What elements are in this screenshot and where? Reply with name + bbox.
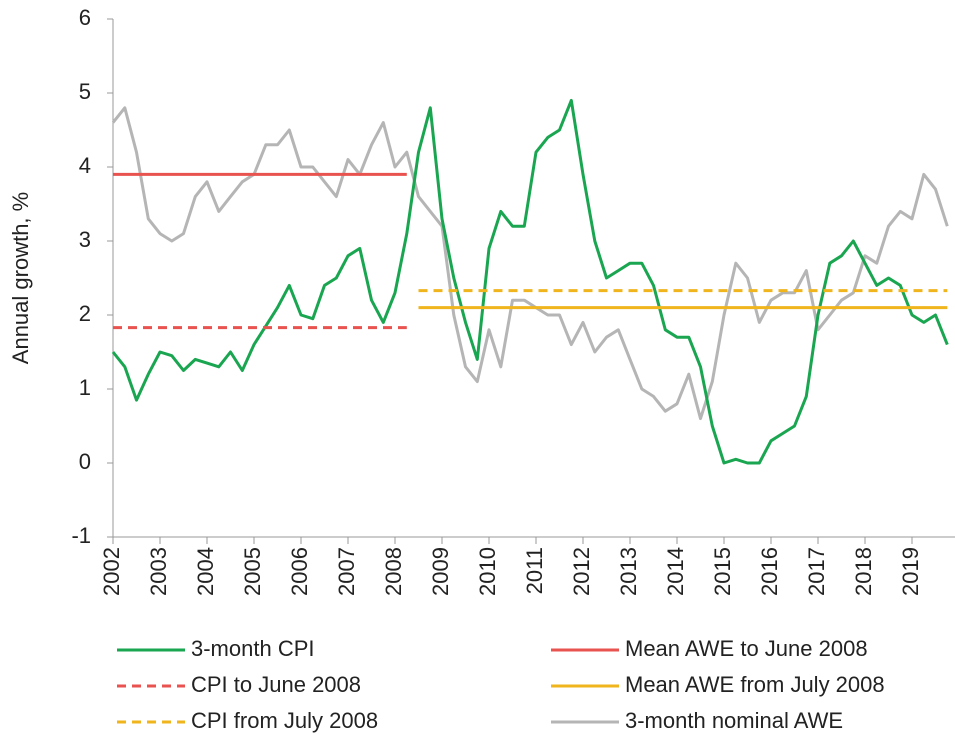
x-tick-label: 2003 bbox=[146, 547, 171, 596]
legend-label: Mean AWE from July 2008 bbox=[625, 672, 885, 697]
y-axis-label: Annual growth, % bbox=[8, 192, 33, 364]
x-tick-label: 2019 bbox=[898, 547, 923, 596]
x-tick-label: 2015 bbox=[710, 547, 735, 596]
y-tick-label: 1 bbox=[79, 375, 91, 400]
x-tick-label: 2008 bbox=[381, 547, 406, 596]
series-line bbox=[111, 106, 949, 421]
x-tick-label: 2010 bbox=[475, 547, 500, 596]
y-tick-label: 0 bbox=[79, 449, 91, 474]
x-tick-label: 2009 bbox=[428, 547, 453, 596]
x-tick-label: 2012 bbox=[569, 547, 594, 596]
legend-label: Mean AWE to June 2008 bbox=[625, 636, 868, 661]
series-line bbox=[111, 98, 949, 465]
y-tick-label: 5 bbox=[79, 79, 91, 104]
x-tick-label: 2005 bbox=[240, 547, 265, 596]
y-tick-label: 4 bbox=[79, 153, 91, 178]
y-tick-label: 3 bbox=[79, 227, 91, 252]
x-tick-label: 2007 bbox=[334, 547, 359, 596]
legend-label: CPI from July 2008 bbox=[191, 708, 378, 733]
y-tick-label: 6 bbox=[79, 5, 91, 30]
x-tick-label: 2017 bbox=[804, 547, 829, 596]
x-tick-label: 2002 bbox=[99, 547, 124, 596]
x-tick-label: 2011 bbox=[522, 547, 547, 594]
legend-label: 3-month nominal AWE bbox=[625, 708, 843, 733]
x-tick-label: 2006 bbox=[287, 547, 312, 596]
legend-label: CPI to June 2008 bbox=[191, 672, 361, 697]
x-tick-label: 2013 bbox=[616, 547, 641, 596]
x-tick-label: 2018 bbox=[851, 547, 876, 596]
y-tick-label: -1 bbox=[71, 523, 91, 548]
legend-label: 3-month CPI bbox=[191, 636, 315, 661]
x-tick-label: 2014 bbox=[663, 547, 688, 596]
x-tick-label: 2016 bbox=[757, 547, 782, 596]
y-tick-label: 2 bbox=[79, 301, 91, 326]
x-tick-label: 2004 bbox=[193, 547, 218, 596]
